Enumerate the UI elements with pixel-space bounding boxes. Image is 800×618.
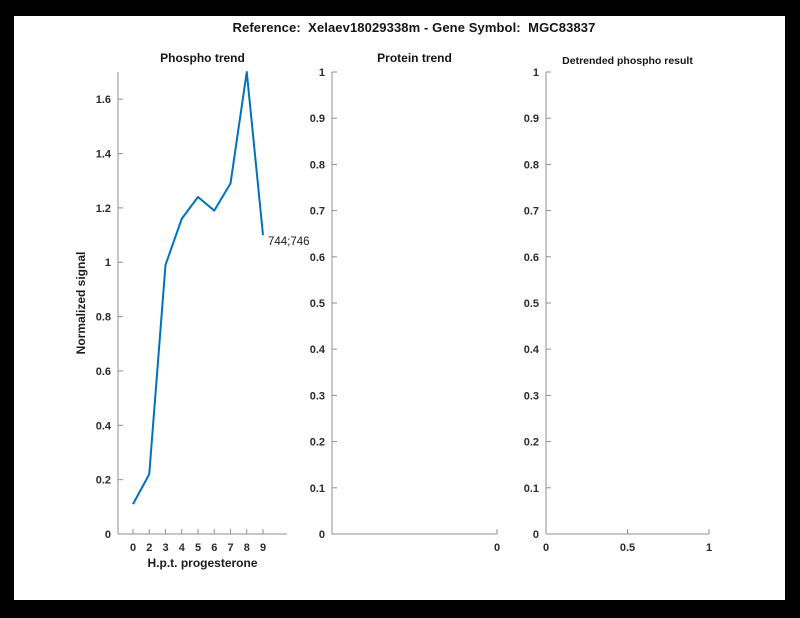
y-tick-label: 0.7 [310, 206, 325, 218]
plot-title-phospho-trend: Phospho trend [160, 51, 245, 65]
x-tick-label: 9 [260, 542, 266, 554]
y-tick-label: 0.4 [524, 344, 540, 356]
y-tick-label: 0.4 [96, 420, 112, 432]
y-tick-label: 0.1 [524, 483, 539, 495]
y-tick-label: 0.8 [310, 159, 325, 171]
plot-title-detrended-phospho-result: Detrended phospho result [562, 55, 693, 67]
y-tick-label: 0.3 [310, 390, 325, 402]
data-point-annotation: 744;746 [268, 236, 310, 249]
figure-panel: Reference: Xelaev18029338m - Gene Symbol… [14, 16, 785, 600]
x-tick-label: 3 [162, 542, 168, 554]
y-tick-label: 0 [533, 529, 539, 541]
plot-title-protein-trend: Protein trend [377, 51, 452, 65]
charts-canvas: 00.20.40.60.811.21.41.60 2 3 4 5 6 7 8 900.10.20… [96, 67, 712, 554]
y-tick-label: 0 [105, 529, 111, 541]
x-tick-label: 6 [211, 542, 217, 554]
y-tick-label: 0.1 [310, 483, 325, 495]
y-tick-label: 0.4 [310, 344, 326, 356]
y-tick-label: 0.6 [310, 252, 325, 264]
x-tick-label: 5 [195, 542, 201, 554]
y-tick-label: 1.2 [96, 203, 111, 215]
y-tick-label: 0 [319, 529, 325, 541]
x-tick-label: 2 [146, 542, 152, 554]
phospho-trend-plot: 00.20.40.60.811.21.41.60 2 3 4 5 6 7 8 9 [96, 71, 287, 554]
y-tick-label: 0.2 [524, 437, 539, 449]
y-tick-label: 1 [533, 67, 539, 79]
x-axis-label: H.p.t. progesterone [147, 556, 258, 570]
y-tick-label: 0.9 [310, 113, 325, 125]
x-tick-label: 0 [130, 542, 136, 554]
detrended-phospho-plot: 0 0.1 0.2 0.3 0.4 0.5 0.6 0.7 0.8 0.9 1 0 0.5 1 [524, 67, 712, 554]
y-tick-label: 0.6 [524, 252, 539, 264]
x-tick-label: 8 [244, 542, 250, 554]
figure-title: Reference: Xelaev18029338m - Gene Symbol… [232, 20, 596, 35]
y-tick-label: 0.8 [96, 312, 111, 324]
y-tick-label: 0.2 [310, 437, 325, 449]
x-tick-label: 4 [179, 542, 186, 554]
y-tick-label: 0.5 [524, 298, 539, 310]
x-tick-label: 0 [494, 542, 500, 554]
y-tick-label: 0.8 [524, 159, 539, 171]
y-tick-label: 1 [105, 257, 111, 269]
y-tick-label: 1.4 [96, 149, 112, 161]
y-tick-label: 0.7 [524, 206, 539, 218]
x-tick-label: 0 [543, 542, 549, 554]
y-tick-label: 0.5 [310, 298, 325, 310]
y-tick-label: 0.3 [524, 390, 539, 402]
protein-trend-plot: 0 0.1 0.2 0.3 0.4 0.5 0.6 0.7 0.8 0.9 1 0 [310, 67, 500, 554]
x-tick-label: 7 [227, 542, 233, 554]
y-tick-label: 1 [319, 67, 325, 79]
y-tick-label: 0.2 [96, 475, 111, 487]
y-tick-label: 1.6 [96, 94, 111, 106]
y-tick-label: 0.9 [524, 113, 539, 125]
x-tick-label: 1 [706, 542, 712, 554]
y-tick-label: 0.6 [96, 366, 111, 378]
x-tick-label: 0.5 [620, 542, 635, 554]
trend-line [132, 71, 264, 505]
